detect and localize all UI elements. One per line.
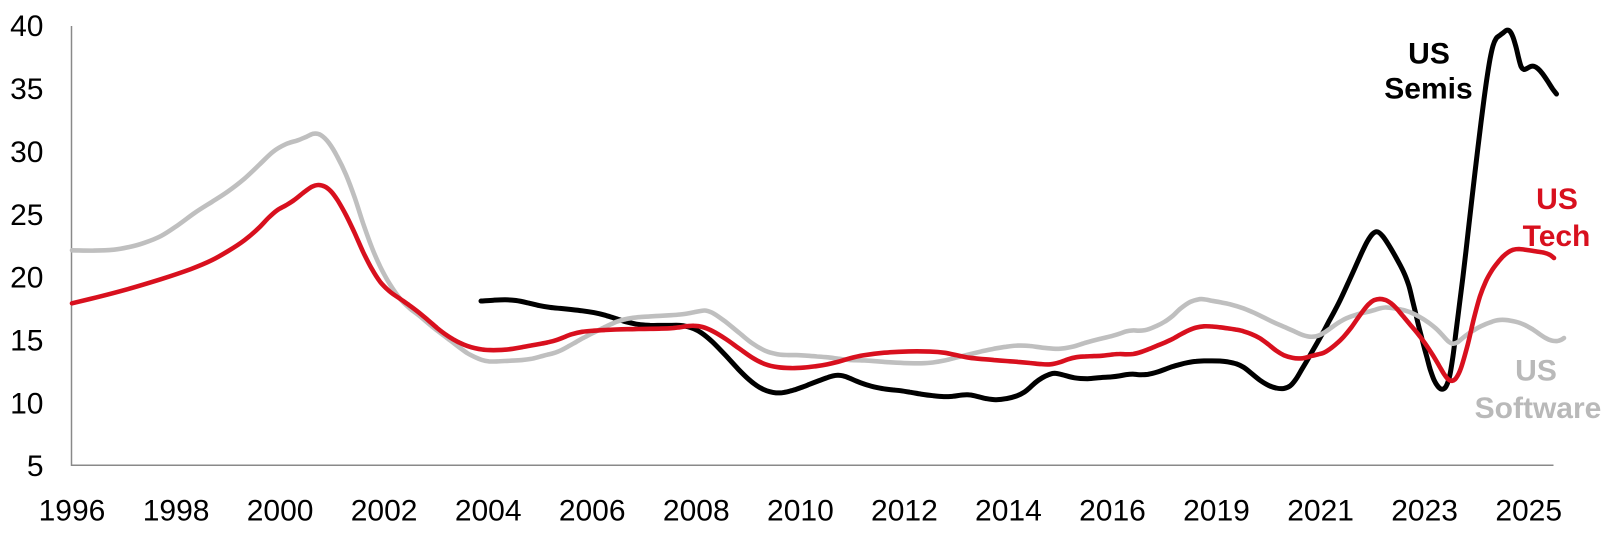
svg-text:2004: 2004 bbox=[455, 495, 522, 528]
svg-text:2023: 2023 bbox=[1391, 495, 1458, 528]
svg-text:2000: 2000 bbox=[247, 495, 314, 528]
svg-text:2010: 2010 bbox=[767, 495, 834, 528]
svg-text:40: 40 bbox=[10, 10, 43, 43]
svg-text:15: 15 bbox=[10, 325, 43, 358]
svg-text:35: 35 bbox=[10, 73, 43, 106]
svg-text:2008: 2008 bbox=[663, 495, 730, 528]
svg-text:US: US bbox=[1515, 355, 1557, 388]
svg-text:5: 5 bbox=[27, 450, 44, 483]
svg-text:2012: 2012 bbox=[871, 495, 938, 528]
svg-text:2014: 2014 bbox=[975, 495, 1042, 528]
svg-text:1996: 1996 bbox=[39, 495, 106, 528]
svg-text:2021: 2021 bbox=[1287, 495, 1354, 528]
svg-text:2006: 2006 bbox=[559, 495, 626, 528]
svg-text:20: 20 bbox=[10, 262, 43, 295]
svg-text:2002: 2002 bbox=[351, 495, 418, 528]
svg-text:30: 30 bbox=[10, 136, 43, 169]
svg-text:2025: 2025 bbox=[1495, 495, 1562, 528]
svg-text:Software: Software bbox=[1475, 392, 1602, 425]
svg-text:US: US bbox=[1408, 38, 1450, 71]
svg-text:1998: 1998 bbox=[143, 495, 210, 528]
svg-text:Semis: Semis bbox=[1384, 73, 1472, 106]
svg-text:25: 25 bbox=[10, 199, 43, 232]
svg-text:Tech: Tech bbox=[1523, 220, 1591, 253]
svg-text:2019: 2019 bbox=[1183, 495, 1250, 528]
svg-text:10: 10 bbox=[10, 387, 43, 420]
svg-text:US: US bbox=[1536, 183, 1578, 216]
svg-text:2016: 2016 bbox=[1079, 495, 1146, 528]
